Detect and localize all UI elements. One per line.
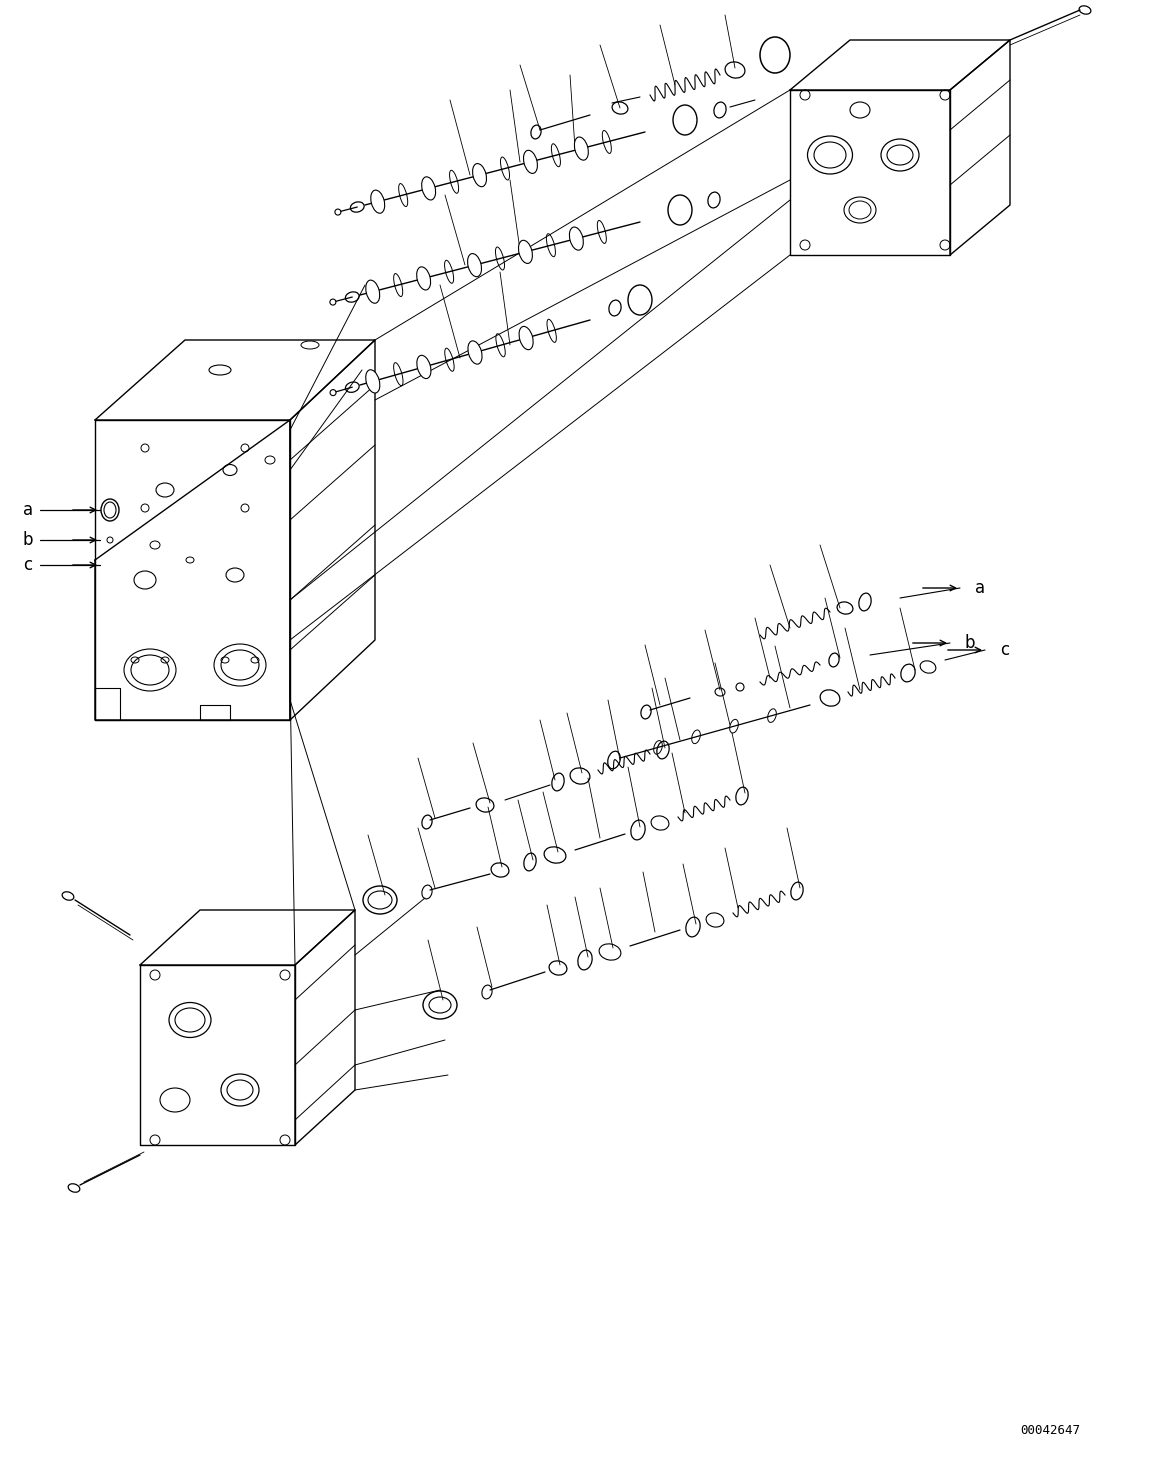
Ellipse shape: [366, 280, 380, 303]
Ellipse shape: [518, 240, 532, 264]
Ellipse shape: [422, 176, 436, 200]
Text: a: a: [23, 501, 34, 519]
Polygon shape: [95, 420, 290, 720]
Polygon shape: [290, 339, 376, 720]
Polygon shape: [95, 420, 290, 720]
Polygon shape: [296, 911, 355, 1145]
Text: c: c: [23, 557, 32, 574]
Polygon shape: [790, 39, 1009, 90]
Ellipse shape: [569, 227, 583, 251]
Ellipse shape: [366, 370, 380, 393]
Polygon shape: [140, 911, 355, 965]
Text: 00042647: 00042647: [1020, 1423, 1080, 1437]
Ellipse shape: [575, 137, 589, 160]
Text: c: c: [1000, 641, 1009, 659]
Polygon shape: [95, 339, 376, 420]
Polygon shape: [790, 90, 950, 255]
Ellipse shape: [467, 254, 481, 277]
Polygon shape: [140, 965, 296, 1145]
Polygon shape: [950, 39, 1009, 255]
Text: b: b: [23, 530, 34, 549]
Ellipse shape: [417, 356, 431, 379]
Ellipse shape: [473, 163, 487, 186]
Ellipse shape: [524, 150, 538, 173]
Text: a: a: [975, 578, 985, 597]
Ellipse shape: [417, 267, 431, 290]
Ellipse shape: [519, 326, 533, 350]
Ellipse shape: [468, 341, 482, 364]
Text: b: b: [965, 634, 976, 651]
Ellipse shape: [371, 189, 385, 213]
